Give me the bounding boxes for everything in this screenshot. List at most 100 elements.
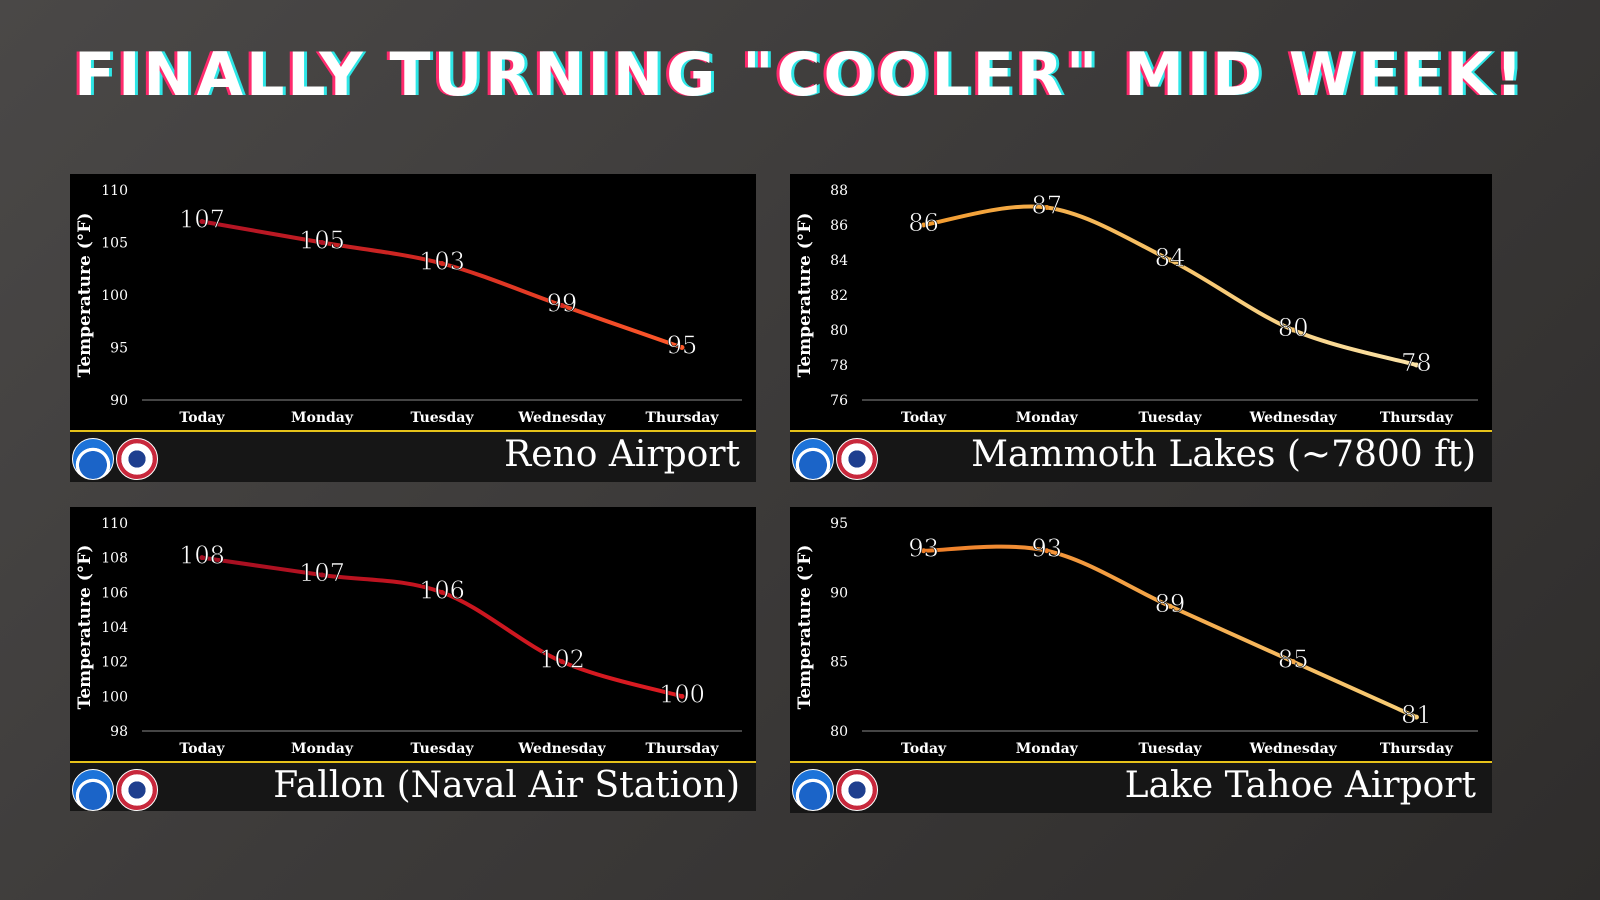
data-label: 93 bbox=[908, 535, 939, 563]
temperature-chart-fallon: 98 100 102 104 106 108 110 Temperature (°F) Toda… bbox=[75, 516, 742, 757]
x-tick-label: Wednesday bbox=[1249, 741, 1338, 757]
data-label: 95 bbox=[667, 332, 698, 360]
data-point bbox=[1044, 205, 1050, 210]
data-label: 103 bbox=[419, 248, 465, 276]
y-tick-label: 78 bbox=[830, 358, 848, 374]
y-tick-label: 106 bbox=[101, 585, 128, 601]
station-name: Fallon (Naval Air Station) bbox=[273, 765, 740, 806]
chart-panel-mammoth: 76 78 80 82 84 86 88 Temperature (°F) Today Monda… bbox=[790, 174, 1492, 482]
data-label: 84 bbox=[1155, 244, 1186, 272]
panel-footer: Lake Tahoe Airport bbox=[790, 761, 1492, 813]
data-label: 81 bbox=[1401, 701, 1432, 729]
data-point bbox=[1290, 327, 1296, 333]
y-tick-label: 108 bbox=[101, 551, 128, 567]
data-label: 85 bbox=[1278, 646, 1309, 674]
data-label: 78 bbox=[1401, 349, 1432, 377]
data-point bbox=[1413, 362, 1419, 368]
y-tick-label: 80 bbox=[830, 724, 848, 740]
noaa-logo-icon bbox=[72, 769, 114, 811]
data-label: 102 bbox=[539, 646, 585, 674]
data-point bbox=[319, 240, 325, 245]
data-point bbox=[1167, 257, 1173, 263]
data-label: 99 bbox=[547, 290, 578, 318]
data-label: 106 bbox=[419, 576, 465, 604]
x-tick-label: Today bbox=[901, 741, 947, 757]
station-name: Mammoth Lakes (~7800 ft) bbox=[971, 434, 1476, 475]
data-point bbox=[921, 222, 927, 228]
data-label: 107 bbox=[299, 559, 345, 587]
y-axis-title: Temperature (°F) bbox=[75, 213, 95, 378]
y-axis-title: Temperature (°F) bbox=[795, 545, 815, 710]
data-point bbox=[319, 572, 325, 578]
y-tick-label: 90 bbox=[110, 393, 128, 409]
data-label: 86 bbox=[908, 209, 939, 237]
y-axis-title: Temperature (°F) bbox=[75, 545, 95, 710]
data-point bbox=[921, 548, 927, 554]
x-tick-label: Thursday bbox=[1380, 741, 1454, 757]
y-tick-label: 110 bbox=[101, 183, 128, 199]
chart-panel-reno: 90 95 100 105 110 Temperature (°F) Today Monday… bbox=[70, 174, 756, 482]
x-tick-label: Thursday bbox=[645, 410, 719, 426]
y-tick-label: 84 bbox=[830, 253, 848, 269]
nws-logo-icon bbox=[116, 438, 158, 480]
x-tick-label: Thursday bbox=[1380, 410, 1454, 426]
x-tick-label: Thursday bbox=[645, 741, 719, 757]
data-label: 107 bbox=[179, 206, 225, 234]
temperature-chart-reno: 90 95 100 105 110 Temperature (°F) Today Monday… bbox=[75, 183, 742, 426]
x-tick-label: Wednesday bbox=[517, 741, 606, 757]
x-tick-label: Monday bbox=[291, 410, 354, 426]
x-tick-label: Tuesday bbox=[410, 410, 474, 426]
y-tick-label: 104 bbox=[101, 620, 128, 636]
data-point bbox=[559, 303, 565, 308]
chart-panel-tahoe: 80 85 90 95 Temperature (°F) Today Monday Tuesd… bbox=[790, 507, 1492, 813]
y-tick-label: 76 bbox=[830, 393, 848, 409]
x-tick-label: Tuesday bbox=[1138, 741, 1202, 757]
data-point bbox=[559, 659, 565, 665]
y-axis-title: Temperature (°F) bbox=[795, 213, 815, 378]
panel-footer: Fallon (Naval Air Station) bbox=[70, 761, 756, 811]
data-point bbox=[1290, 659, 1296, 665]
y-tick-label: 105 bbox=[101, 236, 128, 252]
data-point bbox=[199, 219, 205, 224]
x-tick-label: Monday bbox=[1016, 410, 1079, 426]
panel-footer: Reno Airport bbox=[70, 430, 756, 482]
y-tick-label: 82 bbox=[830, 288, 848, 304]
noaa-logo-icon bbox=[72, 438, 114, 480]
temperature-series-line bbox=[921, 204, 1419, 367]
x-tick-label: Today bbox=[901, 410, 947, 426]
y-tick-label: 88 bbox=[830, 183, 848, 199]
noaa-logo-icon bbox=[792, 438, 834, 480]
y-tick-label: 98 bbox=[110, 724, 128, 740]
headline: FINALLY TURNING "COOLER" MID WEEK! bbox=[74, 40, 1526, 110]
data-label: 93 bbox=[1032, 535, 1063, 563]
data-label: 108 bbox=[179, 542, 225, 570]
y-tick-label: 85 bbox=[830, 655, 848, 671]
chart-panel-fallon: 98 100 102 104 106 108 110 Temperature (°F) Toda… bbox=[70, 507, 756, 811]
x-tick-label: Today bbox=[179, 741, 225, 757]
temperature-chart-mammoth: 76 78 80 82 84 86 88 Temperature (°F) Today Monda… bbox=[795, 183, 1478, 426]
data-point bbox=[679, 693, 685, 699]
x-tick-label: Today bbox=[179, 410, 225, 426]
temperature-series-line bbox=[200, 219, 684, 350]
nws-logo-icon bbox=[116, 769, 158, 811]
data-point bbox=[1167, 603, 1173, 609]
y-tick-label: 90 bbox=[830, 585, 848, 601]
nws-logo-icon bbox=[836, 438, 878, 480]
temperature-chart-tahoe: 80 85 90 95 Temperature (°F) Today Monday Tuesd… bbox=[795, 516, 1478, 757]
x-tick-label: Tuesday bbox=[410, 741, 474, 757]
y-tick-label: 110 bbox=[101, 516, 128, 532]
station-name: Reno Airport bbox=[504, 434, 740, 475]
station-name: Lake Tahoe Airport bbox=[1124, 765, 1476, 806]
y-tick-label: 95 bbox=[830, 516, 848, 532]
x-tick-label: Tuesday bbox=[1138, 410, 1202, 426]
data-point bbox=[1413, 714, 1419, 720]
noaa-logo-icon bbox=[792, 769, 834, 811]
nws-logo-icon bbox=[836, 769, 878, 811]
x-tick-label: Monday bbox=[1016, 741, 1079, 757]
x-tick-label: Wednesday bbox=[517, 410, 606, 426]
data-point bbox=[1044, 548, 1050, 554]
temperature-series-line bbox=[921, 544, 1419, 720]
data-point bbox=[199, 555, 205, 561]
data-label: 80 bbox=[1278, 314, 1309, 342]
x-tick-label: Monday bbox=[291, 741, 354, 757]
